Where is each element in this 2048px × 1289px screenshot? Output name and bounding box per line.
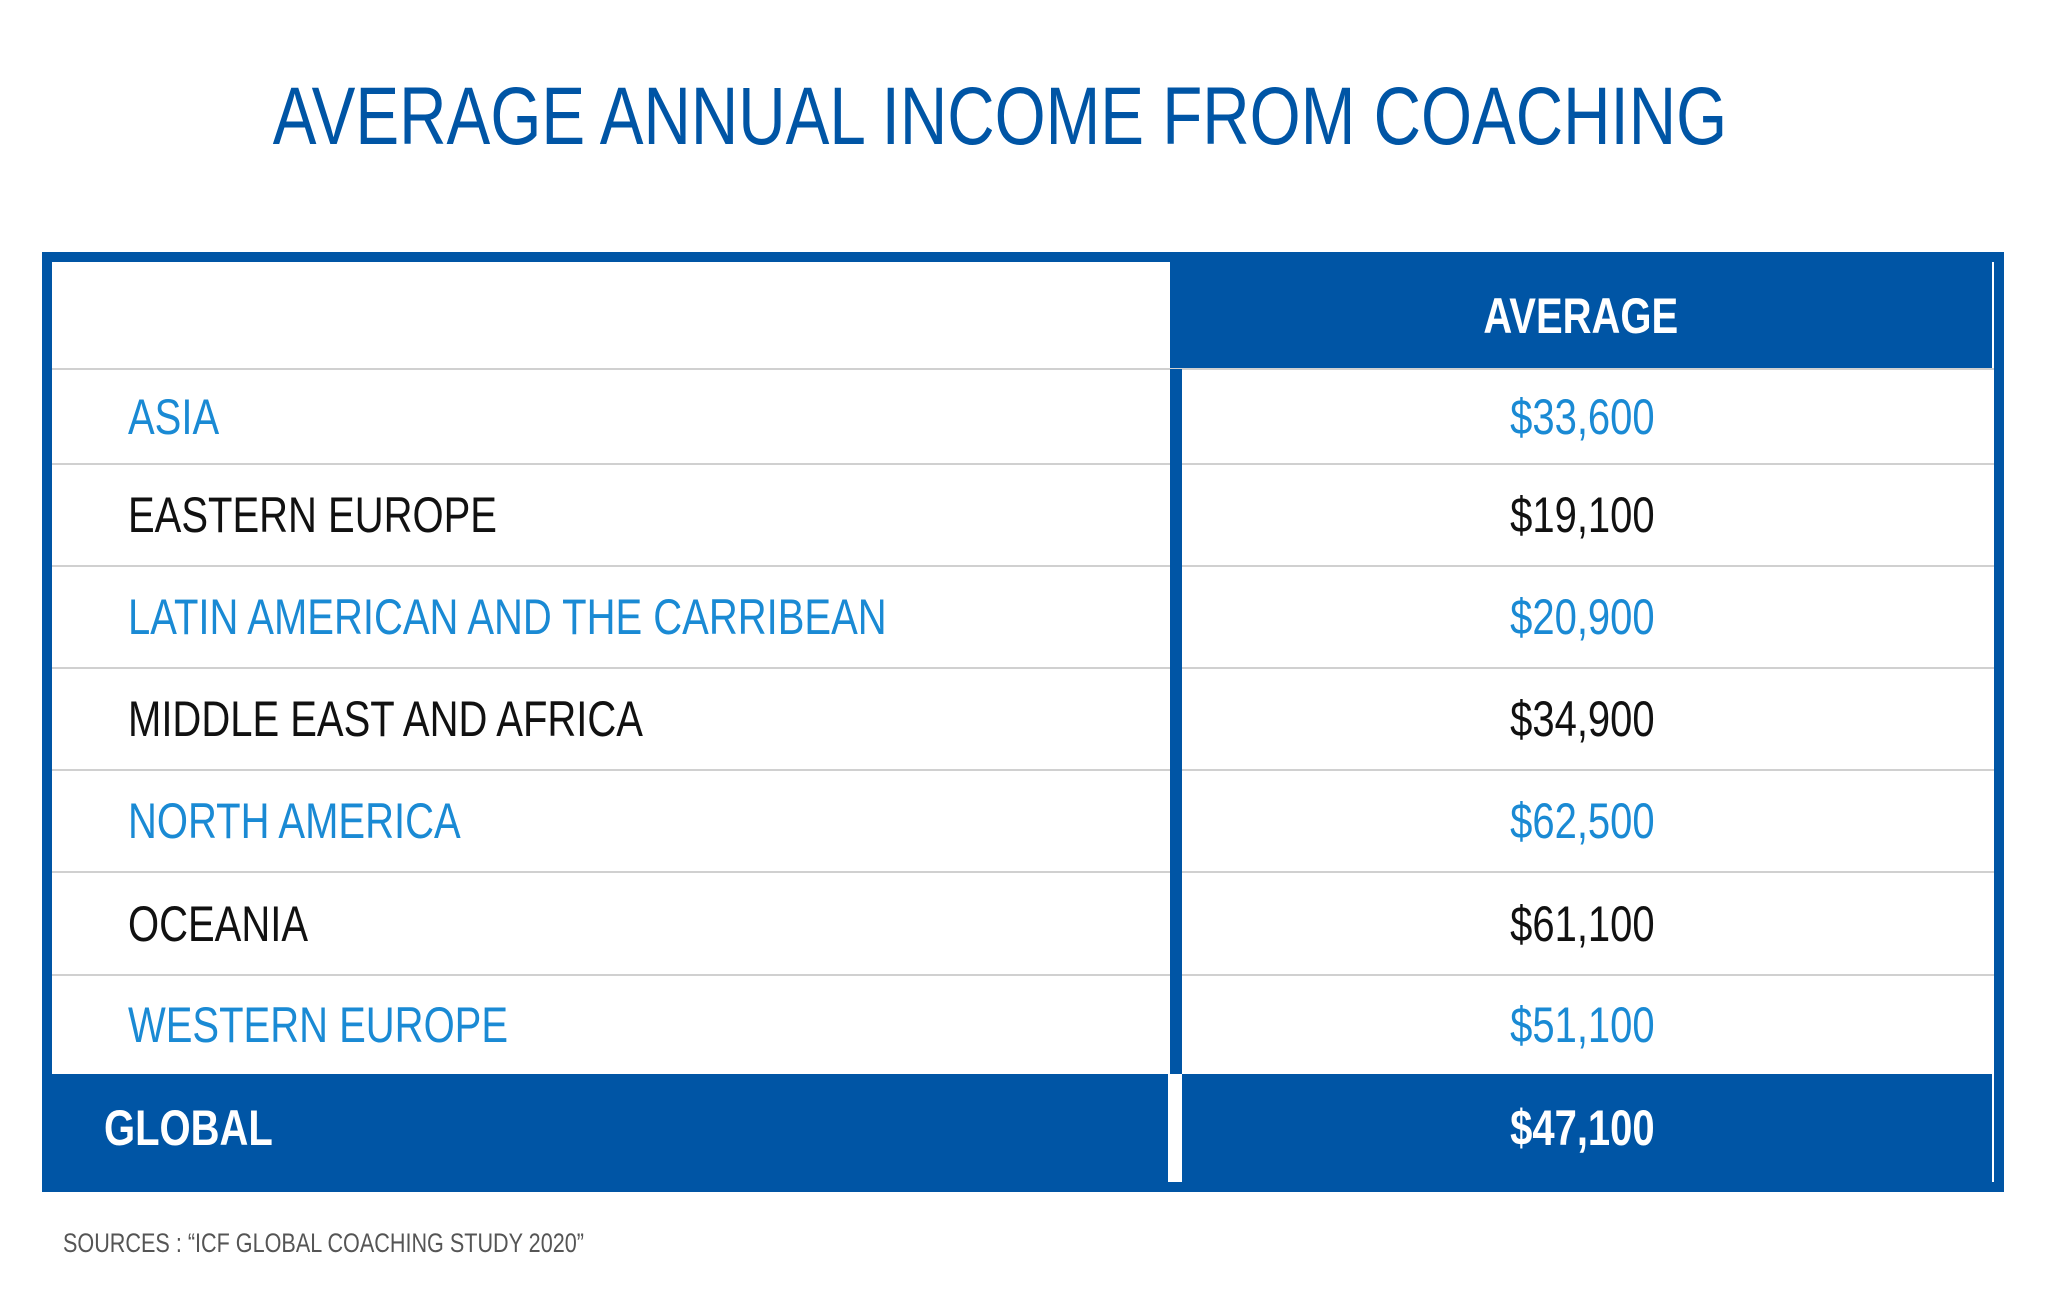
- value-text: $33,600: [1509, 388, 1655, 445]
- value-cell: $34,900: [1182, 668, 1982, 770]
- value-cell: $33,600: [1182, 369, 1982, 464]
- source: SOURCES : “ICF GLOBAL COACHING STUDY 202…: [63, 1228, 714, 1259]
- value-text: $34,900: [1509, 691, 1655, 747]
- value-cell: $19,100: [1182, 464, 1982, 566]
- title-text: AVERAGE ANNUAL INCOME FROM COACHING: [272, 71, 1728, 162]
- region-text: NORTH AMERICA: [128, 793, 461, 849]
- total-value-text: $47,100: [1509, 1100, 1655, 1156]
- value-cell: $61,100: [1182, 872, 1982, 975]
- region-cell: OCEANIA: [128, 872, 353, 975]
- region-text: EASTERN EUROPE: [128, 487, 497, 543]
- column-divider: [1170, 369, 1182, 1074]
- region-text: OCEANIA: [128, 895, 309, 952]
- row-line: [52, 871, 1994, 873]
- region-text: MIDDLE EAST AND AFRICA: [128, 691, 643, 747]
- income-table: AVERAGE GLOBAL $47,100 ASIA $33,600 EASTER…: [42, 252, 2004, 1192]
- value-text: $51,100: [1509, 996, 1655, 1053]
- title: AVERAGE ANNUAL INCOME FROM COACHING: [0, 72, 2000, 162]
- region-cell: WESTERN EUROPE: [128, 975, 603, 1074]
- value-text: $19,100: [1509, 487, 1655, 543]
- row-line: [52, 463, 1994, 465]
- total-left-cell: [52, 1074, 1168, 1182]
- column-header: AVERAGE: [1170, 262, 1992, 369]
- value-text: $61,100: [1509, 895, 1655, 952]
- region-cell: LATIN AMERICAN AND THE CARRIBEAN: [128, 566, 1076, 668]
- region-cell: EASTERN EUROPE: [128, 464, 589, 566]
- row-line: [52, 974, 1994, 976]
- value-cell: $62,500: [1182, 770, 1982, 872]
- region-text: ASIA: [128, 388, 220, 445]
- total-region-text: GLOBAL: [104, 1100, 273, 1156]
- region-text: WESTERN EUROPE: [128, 996, 509, 1053]
- value-cell: $20,900: [1182, 566, 1982, 668]
- region-text: LATIN AMERICAN AND THE CARRIBEAN: [128, 589, 887, 645]
- source-text: SOURCES : “ICF GLOBAL COACHING STUDY 202…: [63, 1228, 584, 1258]
- total-region: GLOBAL: [104, 1074, 315, 1182]
- region-cell: MIDDLE EAST AND AFRICA: [128, 668, 772, 770]
- row-line: [52, 769, 1994, 771]
- value-cell: $51,100: [1182, 975, 1982, 1074]
- value-text: $62,500: [1509, 793, 1655, 849]
- row-line: [52, 667, 1994, 669]
- region-cell: NORTH AMERICA: [128, 770, 544, 872]
- total-right-cell: [1182, 1074, 1992, 1182]
- row-line: [52, 368, 1994, 370]
- total-value: $47,100: [1182, 1074, 1982, 1182]
- value-text: $20,900: [1509, 589, 1655, 645]
- row-line: [52, 565, 1994, 567]
- column-header-text: AVERAGE: [1483, 287, 1679, 344]
- region-cell: ASIA: [128, 369, 242, 464]
